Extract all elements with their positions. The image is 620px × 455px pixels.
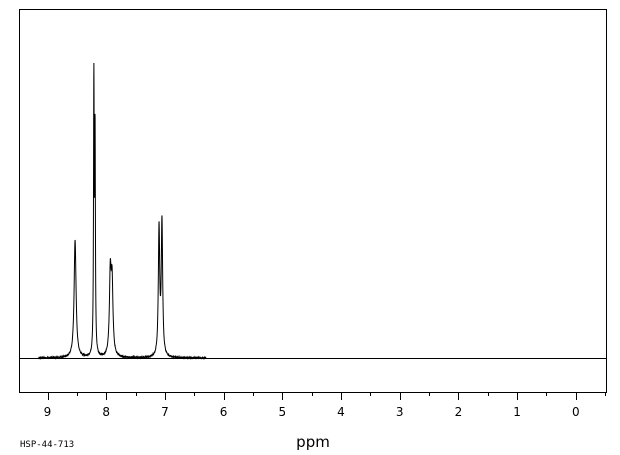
- x-axis-label: ppm: [296, 433, 330, 451]
- tick-label: 4: [337, 405, 345, 419]
- spectrum-trace: [38, 63, 207, 361]
- tick-label: 9: [44, 405, 52, 419]
- tick-label: 6: [220, 405, 228, 419]
- tick-label: 1: [513, 405, 521, 419]
- tick-label: 0: [572, 405, 580, 419]
- tick-label: 7: [161, 405, 169, 419]
- tick-label: 5: [278, 405, 286, 419]
- tick-label: 8: [102, 405, 110, 419]
- x-axis-ticks: [48, 392, 606, 400]
- x-axis-tick-labels: 9 8 7 6 5 4 3 2 1 0: [44, 405, 580, 419]
- tick-label: 2: [455, 405, 463, 419]
- sample-code-label: HSP-44-713: [20, 440, 74, 450]
- plot-frame: [19, 9, 607, 393]
- tick-label: 3: [396, 405, 404, 419]
